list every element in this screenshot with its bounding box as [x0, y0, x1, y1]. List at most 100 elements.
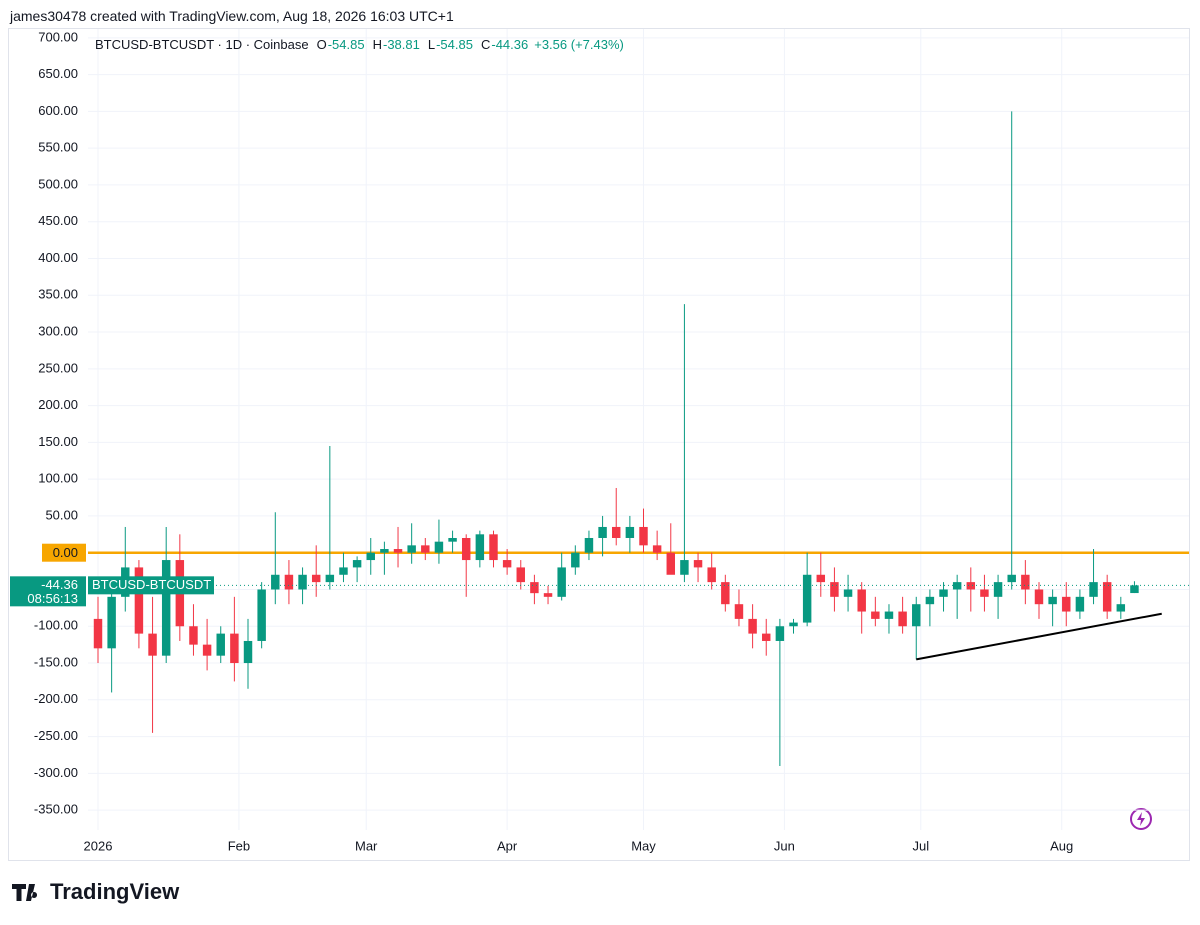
candle-body [1021, 574, 1030, 590]
y-tick-label: 700.00 [38, 29, 78, 44]
candle-body [148, 633, 157, 656]
lightning-circle[interactable] [1130, 808, 1152, 830]
candle-body [516, 567, 525, 583]
candle-body [871, 611, 880, 619]
hline-label-box [42, 543, 86, 562]
logo-icon [12, 884, 38, 901]
last-price-box [10, 576, 86, 607]
price-tag: BTCUSD-BTCUSDT [92, 577, 211, 592]
legend-key: O [317, 37, 327, 52]
candle-body [639, 526, 648, 546]
legend-value: -44.36 [491, 37, 528, 52]
candle-body [993, 582, 1003, 597]
candle-body [830, 582, 839, 597]
countdown: 08:56:13 [27, 591, 78, 606]
candle-body [966, 582, 976, 590]
candle-body [475, 534, 485, 561]
credit: james30478 created with TradingView.com,… [10, 8, 454, 24]
legend-value: -54.85 [328, 37, 365, 52]
lightning-button[interactable] [1130, 808, 1152, 830]
candle-body [666, 552, 676, 575]
candle-body [693, 560, 703, 568]
candle-body [1007, 574, 1016, 583]
candle-body [530, 582, 539, 594]
candle-body [925, 596, 935, 605]
x-tick-label: Feb [228, 838, 250, 853]
chart-frame [8, 28, 1190, 861]
candle-body [775, 626, 785, 641]
candle-body [748, 618, 757, 634]
candle-body [1116, 604, 1126, 612]
legend-value: -54.85 [436, 37, 473, 52]
candle-body [448, 537, 457, 542]
y-tick-label: -200.00 [34, 691, 78, 706]
candle-body [1034, 589, 1044, 605]
candle-body [898, 611, 907, 627]
candle-body [598, 526, 607, 538]
candle-body [939, 589, 948, 597]
candle-body [421, 545, 430, 553]
candle-body [652, 545, 662, 553]
candle-body [407, 545, 416, 553]
candle-body [557, 567, 566, 597]
candle-body [257, 589, 266, 641]
legend-key: H [373, 37, 382, 52]
candle-body [311, 574, 321, 583]
candle-body [1075, 596, 1085, 612]
candle-body [1102, 582, 1112, 612]
legend-title: BTCUSD-BTCUSDT · 1D · Coinbase [95, 37, 309, 52]
logo: TradingView [12, 879, 180, 904]
candle-body [107, 596, 116, 649]
y-tick-label: -350.00 [34, 802, 78, 817]
candle-body [325, 574, 335, 583]
candle-body [489, 534, 498, 561]
y-tick-label: 500.00 [38, 176, 78, 191]
candle-body [189, 626, 198, 645]
candle-body [502, 560, 512, 568]
candle-body [721, 582, 730, 605]
x-tick-label: Jun [774, 838, 795, 853]
candle-body [884, 611, 894, 619]
x-tick-label: Apr [497, 838, 518, 853]
candle-body [284, 574, 294, 590]
candle-body [202, 644, 212, 656]
candle-body [216, 633, 225, 656]
candle-body [734, 604, 744, 619]
candle-body [611, 526, 621, 538]
candle-body [461, 537, 471, 561]
y-tick-label: 300.00 [38, 323, 78, 338]
candle-body [393, 549, 403, 553]
lightning-bolt[interactable] [1137, 812, 1145, 826]
legend-key: L [428, 37, 435, 52]
y-tick-label: -150.00 [34, 654, 78, 669]
x-tick-label: Jul [912, 838, 929, 853]
x-tick-label: May [631, 838, 656, 853]
legend-change: +3.56 (+7.43%) [534, 37, 624, 52]
y-tick-label: 100.00 [38, 471, 78, 486]
candle-body [980, 589, 989, 597]
candle-body [380, 549, 389, 553]
candle-body [571, 552, 580, 568]
candle-body [339, 567, 348, 575]
candle-body [271, 574, 280, 590]
legend-key: C [481, 37, 490, 52]
logo-text: TradingView [50, 879, 180, 904]
candle-body [816, 574, 826, 583]
y-tick-label: 50.00 [45, 507, 78, 522]
y-tick-label: 400.00 [38, 250, 78, 265]
trend-line [916, 612, 1162, 661]
y-tick-label: 350.00 [38, 287, 78, 302]
legend-value: -38.81 [383, 37, 420, 52]
candle-body [843, 589, 853, 597]
candle-body [912, 604, 921, 627]
candle-body [230, 633, 239, 664]
candle-body [857, 589, 866, 612]
last-price-label: -44.36 [41, 577, 78, 592]
candle-body [1130, 585, 1139, 594]
y-tick-label: 150.00 [38, 434, 78, 449]
candle-body [434, 541, 444, 553]
candle-body [298, 574, 307, 590]
candle-body [161, 560, 171, 656]
candle-body [680, 560, 689, 575]
